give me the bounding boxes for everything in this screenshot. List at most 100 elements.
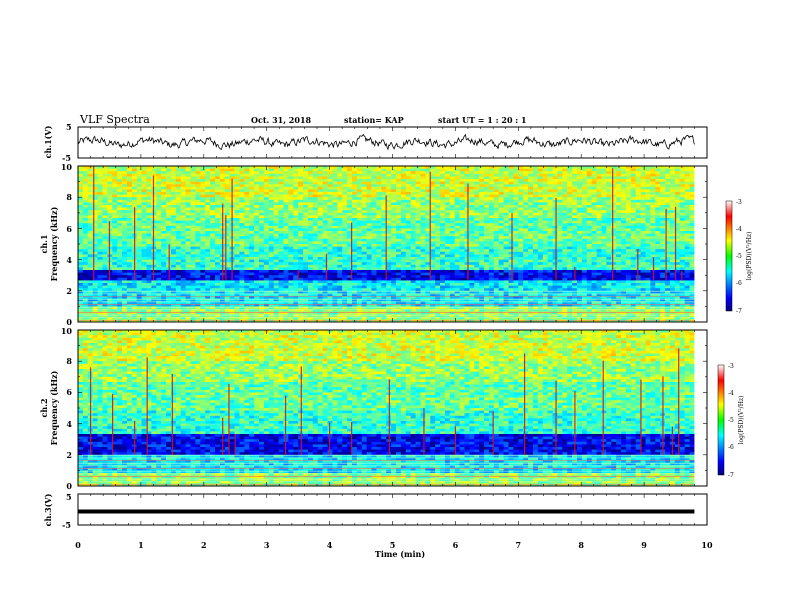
spectrogram-cell [415, 306, 421, 310]
spectrogram-cell [386, 194, 392, 198]
spectrogram-cell [425, 316, 431, 320]
spectrogram-cell [180, 199, 187, 203]
spectrogram-cell [283, 228, 289, 232]
spectrogram-cell [454, 272, 460, 276]
spectrogram-cell [87, 303, 94, 307]
spectrogram-cell [400, 272, 407, 276]
spectrogram-cell [405, 259, 412, 263]
spectrogram-cell [259, 301, 265, 305]
spectrogram-cell [366, 316, 372, 320]
spectrogram-cell [200, 319, 206, 323]
spectrogram-cell [180, 254, 187, 258]
spectrogram-cell [347, 199, 353, 203]
spectrogram-cell [273, 220, 279, 224]
spectrogram-cell [126, 249, 133, 253]
spectrogram-cell [307, 210, 314, 214]
spectrogram-cell [254, 199, 260, 203]
spectrogram-cell [312, 186, 319, 190]
spectrogram-cell [410, 251, 416, 255]
spectrogram-cell [391, 233, 397, 237]
spectrogram-cell [410, 233, 416, 237]
spectrogram-cell [122, 275, 128, 279]
spectrogram-cell [464, 210, 470, 214]
spectrogram-cell [435, 257, 441, 260]
spectrogram-cell [454, 319, 460, 323]
spectrogram-cell [376, 246, 382, 250]
spectrogram-cell [307, 285, 314, 289]
spectrogram-cell [263, 244, 270, 247]
spectrogram-cell [166, 215, 172, 219]
spectrogram-cell [263, 264, 270, 268]
spectrogram-cell [303, 238, 309, 242]
spectrogram-cell [122, 309, 128, 312]
spectrogram-cell [278, 228, 284, 232]
spectrogram-cell [205, 176, 211, 180]
spectrogram-cell [420, 298, 426, 302]
spectrogram-cell [361, 212, 368, 216]
spectrogram-cell [444, 272, 451, 276]
spectrogram-cell [454, 262, 460, 266]
spectrogram-cell [332, 262, 338, 266]
spectrogram-cell [210, 262, 216, 266]
spectrogram-cell [259, 288, 265, 292]
spectrogram-cell [92, 280, 98, 284]
spectrogram-cell [386, 241, 392, 245]
spectrogram-cell [87, 223, 94, 227]
spectrogram-cell [210, 238, 216, 242]
spectrogram-cell [337, 280, 343, 284]
spectrogram-cell [376, 311, 382, 315]
spectrogram-cell [303, 212, 309, 216]
spectrogram-cell [440, 181, 446, 185]
spectrogram-cell [337, 231, 343, 234]
spectrogram-cell [410, 275, 416, 279]
spectrogram-cell [361, 233, 368, 237]
spectrogram-cell [249, 236, 255, 240]
spectrogram-cell [126, 168, 133, 172]
spectrogram-cell [391, 176, 397, 180]
spectrogram-cell [386, 283, 392, 286]
spectrogram-cell [185, 246, 191, 250]
spectrogram-cell [303, 218, 309, 221]
spectrogram-cell [146, 168, 152, 172]
spectrogram-cell [166, 194, 172, 198]
spectrogram-cell [293, 283, 299, 286]
spectrogram-cell [307, 173, 314, 177]
spectrogram-cell [102, 176, 108, 180]
spectrogram-cell [351, 186, 358, 190]
spectrogram-cell [351, 257, 358, 260]
spectrogram-cell [278, 251, 284, 255]
spectrogram-cell [268, 280, 275, 284]
spectrogram-cell [469, 303, 475, 307]
spectrogram-cell [97, 290, 103, 294]
spectrogram-cell [190, 168, 196, 172]
spectrogram-cell [454, 296, 460, 299]
spectrogram-cell [395, 218, 402, 221]
spectrogram-cell [141, 199, 147, 203]
spectrogram-cell [161, 280, 167, 284]
spectrogram-cell [78, 309, 84, 312]
spectrogram-cell [249, 223, 255, 227]
spectrogram-cell [136, 202, 142, 206]
spectrogram-cell [430, 192, 436, 195]
spectrogram-cell [327, 306, 333, 310]
spectrogram-cell [131, 181, 138, 185]
spectrogram-cell [464, 202, 470, 206]
spectrogram-cell [391, 298, 397, 302]
spectrogram-cell [122, 244, 128, 247]
spectrogram-cell [141, 257, 147, 260]
spectrogram-cell [156, 303, 162, 307]
spectrogram-cell [263, 181, 270, 185]
spectrogram-cell [161, 199, 167, 203]
spectrogram-cell [376, 215, 382, 219]
spectrogram-cell [126, 173, 133, 177]
spectrogram-cell [386, 179, 392, 182]
spectrogram-cell [298, 306, 304, 310]
spectrogram-cell [195, 199, 201, 203]
spectrogram-cell [288, 254, 294, 258]
spectrogram-cell [444, 270, 451, 273]
spectrogram-cell [347, 283, 353, 286]
spectrogram-cell [82, 166, 89, 169]
spectrogram-cell [400, 275, 407, 279]
spectrogram-cell [180, 316, 187, 320]
spectrogram-cell [97, 283, 103, 286]
